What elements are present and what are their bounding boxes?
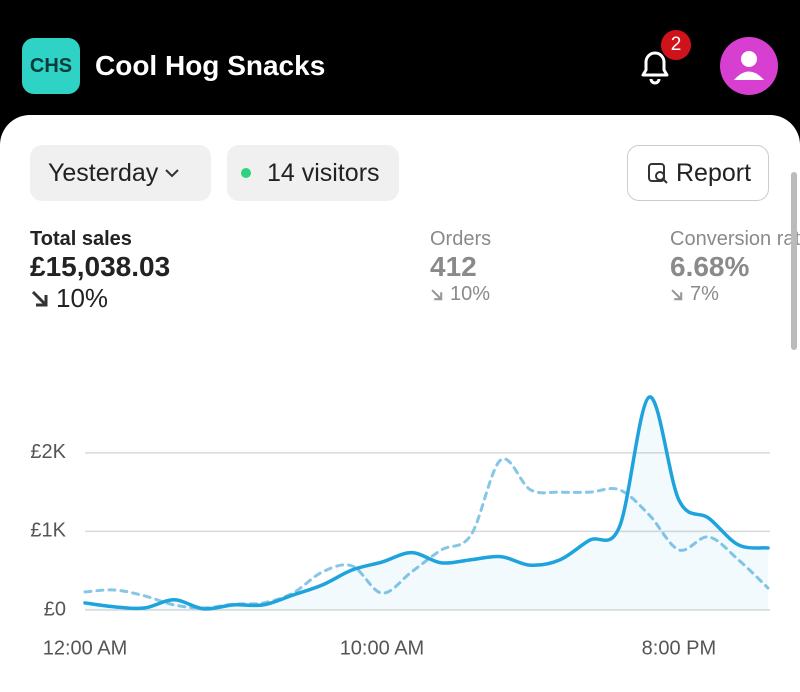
report-icon	[648, 163, 668, 184]
metric-change-value: 7%	[690, 283, 719, 305]
metric-label: Orders	[430, 228, 492, 250]
visitors-pill[interactable]: 14 visitors	[227, 145, 399, 201]
store-name: Cool Hog Snacks	[95, 50, 326, 81]
metric-label: Conversion rate	[670, 228, 800, 250]
metric-value: 6.68%	[670, 251, 750, 282]
y-tick-label: £1K	[30, 520, 66, 542]
dashboard-card	[0, 115, 800, 692]
metric-value: £15,038.03	[30, 251, 171, 282]
chart: £0 £1K £2K 12:00 AM 10:00 AM 8:00 PM	[30, 395, 770, 659]
y-tick-label: £0	[44, 598, 66, 620]
store-logo[interactable]: CHS	[22, 38, 80, 94]
y-tick-label: £2K	[30, 441, 66, 463]
visitors: 14 visitors	[267, 158, 380, 187]
report-label: Report	[676, 158, 752, 187]
line	[83, 395, 770, 611]
metric-orders[interactable]: Orders 412 10%	[430, 228, 491, 306]
metric-conversion[interactable]: Conversion rate 6.68% 7%	[670, 228, 800, 306]
date-dropdown[interactable]: Yesterday	[30, 145, 211, 201]
metric-total-sales[interactable]: Total sales £15,038.03 10%	[30, 228, 170, 314]
metric-change-value: 10%	[450, 283, 491, 305]
avatar[interactable]	[720, 37, 778, 95]
metric-change: 7%	[670, 283, 800, 306]
chevron	[165, 169, 179, 178]
metric-change: 10%	[30, 283, 170, 314]
notification-badge: 2	[661, 30, 691, 60]
x-tick-label: 8:00 PM	[642, 637, 716, 659]
date-range: Yesterday	[48, 158, 159, 187]
scrollbar	[791, 172, 797, 350]
metric-label: Total sales	[30, 228, 132, 250]
area	[85, 396, 768, 610]
down-arrow	[431, 288, 443, 300]
bell-icon[interactable]	[632, 42, 678, 88]
down-arrow	[31, 290, 48, 306]
metric-value: 412	[430, 251, 477, 282]
down-arrow	[671, 288, 683, 300]
live-dot	[241, 168, 251, 178]
report-button[interactable]: Report	[627, 145, 769, 201]
metric-change-value: 10%	[56, 283, 109, 313]
metric-change: 10%	[430, 283, 491, 306]
x-tick-label: 12:00 AM	[43, 637, 128, 659]
x-tick-label: 10:00 AM	[340, 637, 425, 659]
